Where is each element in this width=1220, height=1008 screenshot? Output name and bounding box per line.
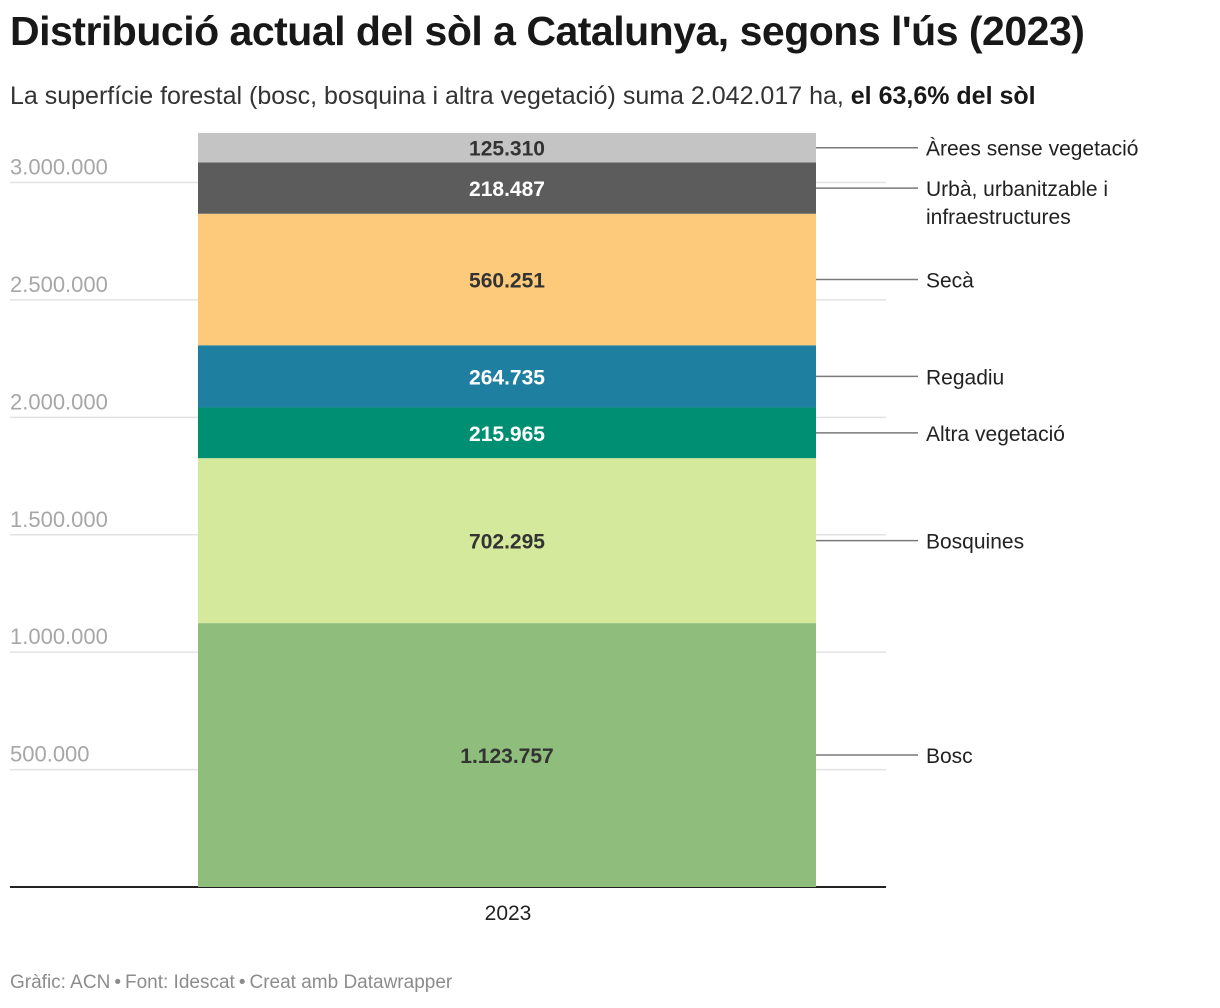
data-label: 218.487 [469,178,545,201]
legend-label: Regadiu [926,366,1004,389]
footer-credit: Gràfic: ACN [10,972,111,993]
subtitle-text: La superfície forestal (bosc, bosquina i… [10,82,844,110]
legend-label: Urbà, urbanitzable i [926,178,1108,201]
stacked-bar-chart: 500.000 1.000.000 1.500.000 2.000.000 2.500.… [10,133,1138,925]
footer-separator: • [238,972,246,993]
chart-title: Distribució actual del sòl a Catalunya, … [10,8,1085,54]
bar-segment [198,623,816,887]
data-label: 215.965 [469,423,545,446]
bar-segment [198,407,816,459]
legend-label: Altra vegetació [926,423,1065,446]
legend-label: Àrees sense vegetació [926,138,1138,161]
bar-segment [198,162,816,214]
footer-source: Font: Idescat [124,972,235,993]
y-tick-label: 1.000.000 [10,624,108,649]
data-label: 125.310 [469,138,545,161]
chart-footer: Gràfic: ACN • Font: Idescat • Creat amb Data… [10,972,452,994]
legend-label: infraestructures [926,206,1071,229]
data-label: 264.735 [469,366,545,389]
bar-segment [198,213,816,346]
chart-subtitle: La superfície forestal (bosc, bosquina i… [10,82,1036,111]
legend-label: Bosc [926,745,973,768]
data-label: 560.251 [469,270,545,293]
footer-separator: • [114,972,121,993]
footer-tool: Creat amb Datawrapper [249,972,453,993]
y-tick-label: 3.000.000 [10,155,108,180]
y-tick-label: 2.500.000 [10,272,108,297]
y-tick-label: 1.500.000 [10,507,108,532]
data-label: 1.123.757 [460,745,553,768]
x-tick-label: 2023 [485,902,532,925]
subtitle-highlight: el 63,6% del sòl [850,82,1036,110]
bar-segment [198,133,816,163]
bar-segment [198,458,816,624]
y-tick-label: 2.000.000 [10,389,108,414]
legend-label: Bosquines [926,531,1024,554]
legend-label: Secà [926,270,974,293]
bar-segment [198,345,816,408]
y-tick-label: 500.000 [10,742,90,767]
data-label: 702.295 [469,531,545,554]
